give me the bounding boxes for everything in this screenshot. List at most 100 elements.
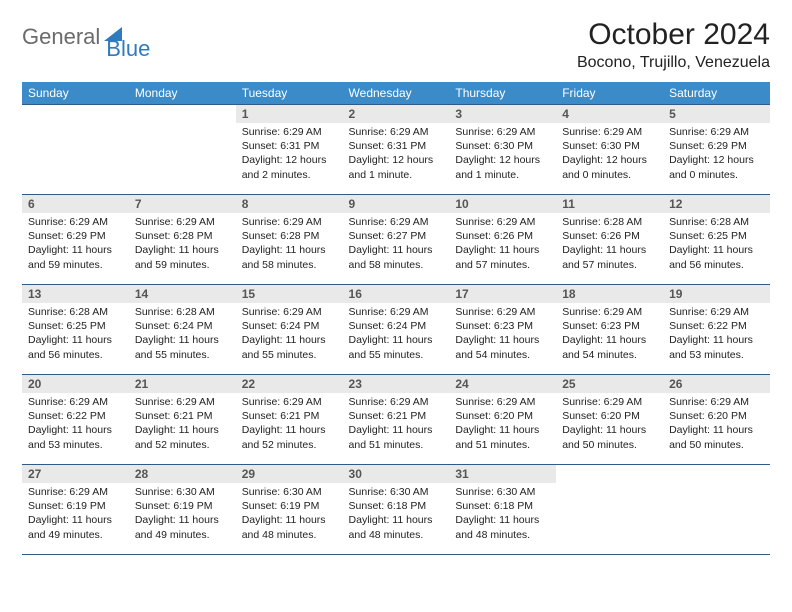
sunset-text: Sunset: 6:26 PM — [455, 229, 550, 243]
daylight-text: Daylight: 11 hours and 48 minutes. — [455, 513, 550, 541]
calendar-cell — [22, 105, 129, 195]
day-details: Sunrise: 6:30 AMSunset: 6:19 PMDaylight:… — [236, 483, 343, 546]
sunrise-text: Sunrise: 6:30 AM — [349, 485, 444, 499]
sunset-text: Sunset: 6:25 PM — [669, 229, 764, 243]
day-number: 30 — [343, 465, 450, 483]
sunset-text: Sunset: 6:18 PM — [455, 499, 550, 513]
daylight-text: Daylight: 11 hours and 59 minutes. — [28, 243, 123, 271]
sunset-text: Sunset: 6:24 PM — [242, 319, 337, 333]
daylight-text: Daylight: 11 hours and 53 minutes. — [669, 333, 764, 361]
sunset-text: Sunset: 6:24 PM — [349, 319, 444, 333]
logo: General Blue — [22, 24, 166, 50]
day-number: 4 — [556, 105, 663, 123]
daylight-text: Daylight: 11 hours and 50 minutes. — [669, 423, 764, 451]
sunrise-text: Sunrise: 6:29 AM — [242, 125, 337, 139]
sunrise-text: Sunrise: 6:29 AM — [135, 215, 230, 229]
day-number: 26 — [663, 375, 770, 393]
calendar-cell: 3Sunrise: 6:29 AMSunset: 6:30 PMDaylight… — [449, 105, 556, 195]
day-details: Sunrise: 6:29 AMSunset: 6:21 PMDaylight:… — [129, 393, 236, 456]
sunset-text: Sunset: 6:25 PM — [28, 319, 123, 333]
calendar-cell: 22Sunrise: 6:29 AMSunset: 6:21 PMDayligh… — [236, 375, 343, 465]
day-number: 27 — [22, 465, 129, 483]
sunset-text: Sunset: 6:20 PM — [562, 409, 657, 423]
dayhead-tuesday: Tuesday — [236, 82, 343, 105]
calendar-week-row: 6Sunrise: 6:29 AMSunset: 6:29 PMDaylight… — [22, 195, 770, 285]
calendar-cell: 29Sunrise: 6:30 AMSunset: 6:19 PMDayligh… — [236, 465, 343, 555]
day-details: Sunrise: 6:30 AMSunset: 6:18 PMDaylight:… — [343, 483, 450, 546]
sunrise-text: Sunrise: 6:29 AM — [349, 395, 444, 409]
daylight-text: Daylight: 12 hours and 0 minutes. — [669, 153, 764, 181]
sunset-text: Sunset: 6:19 PM — [135, 499, 230, 513]
day-details: Sunrise: 6:29 AMSunset: 6:31 PMDaylight:… — [343, 123, 450, 186]
day-number: 22 — [236, 375, 343, 393]
daylight-text: Daylight: 11 hours and 52 minutes. — [135, 423, 230, 451]
sunrise-text: Sunrise: 6:29 AM — [455, 125, 550, 139]
day-number: 23 — [343, 375, 450, 393]
sunset-text: Sunset: 6:28 PM — [242, 229, 337, 243]
calendar-week-row: 13Sunrise: 6:28 AMSunset: 6:25 PMDayligh… — [22, 285, 770, 375]
daylight-text: Daylight: 11 hours and 57 minutes. — [455, 243, 550, 271]
month-title: October 2024 — [577, 18, 770, 52]
sunrise-text: Sunrise: 6:29 AM — [242, 305, 337, 319]
day-number: 11 — [556, 195, 663, 213]
day-details: Sunrise: 6:29 AMSunset: 6:30 PMDaylight:… — [449, 123, 556, 186]
day-header-row: Sunday Monday Tuesday Wednesday Thursday… — [22, 82, 770, 105]
calendar-cell: 12Sunrise: 6:28 AMSunset: 6:25 PMDayligh… — [663, 195, 770, 285]
day-number: 25 — [556, 375, 663, 393]
daylight-text: Daylight: 12 hours and 1 minute. — [349, 153, 444, 181]
calendar-cell: 10Sunrise: 6:29 AMSunset: 6:26 PMDayligh… — [449, 195, 556, 285]
day-details: Sunrise: 6:29 AMSunset: 6:22 PMDaylight:… — [22, 393, 129, 456]
day-details: Sunrise: 6:29 AMSunset: 6:29 PMDaylight:… — [663, 123, 770, 186]
day-number: 20 — [22, 375, 129, 393]
calendar-page: General Blue October 2024 Bocono, Trujil… — [0, 0, 792, 573]
sunset-text: Sunset: 6:19 PM — [242, 499, 337, 513]
sunrise-text: Sunrise: 6:29 AM — [455, 395, 550, 409]
sunrise-text: Sunrise: 6:28 AM — [562, 215, 657, 229]
dayhead-sunday: Sunday — [22, 82, 129, 105]
day-details: Sunrise: 6:29 AMSunset: 6:21 PMDaylight:… — [343, 393, 450, 456]
calendar-cell: 27Sunrise: 6:29 AMSunset: 6:19 PMDayligh… — [22, 465, 129, 555]
logo-text-blue: Blue — [106, 36, 150, 62]
logo-text-general: General — [22, 24, 100, 50]
daylight-text: Daylight: 11 hours and 51 minutes. — [349, 423, 444, 451]
day-number: 21 — [129, 375, 236, 393]
sunset-text: Sunset: 6:18 PM — [349, 499, 444, 513]
sunset-text: Sunset: 6:22 PM — [669, 319, 764, 333]
sunset-text: Sunset: 6:21 PM — [242, 409, 337, 423]
sunset-text: Sunset: 6:19 PM — [28, 499, 123, 513]
day-number: 16 — [343, 285, 450, 303]
day-details: Sunrise: 6:28 AMSunset: 6:25 PMDaylight:… — [663, 213, 770, 276]
calendar-cell: 2Sunrise: 6:29 AMSunset: 6:31 PMDaylight… — [343, 105, 450, 195]
calendar-cell: 13Sunrise: 6:28 AMSunset: 6:25 PMDayligh… — [22, 285, 129, 375]
sunset-text: Sunset: 6:24 PM — [135, 319, 230, 333]
daylight-text: Daylight: 11 hours and 50 minutes. — [562, 423, 657, 451]
day-number: 6 — [22, 195, 129, 213]
sunset-text: Sunset: 6:20 PM — [455, 409, 550, 423]
day-number: 8 — [236, 195, 343, 213]
sunset-text: Sunset: 6:26 PM — [562, 229, 657, 243]
day-number: 18 — [556, 285, 663, 303]
dayhead-wednesday: Wednesday — [343, 82, 450, 105]
daylight-text: Daylight: 11 hours and 54 minutes. — [455, 333, 550, 361]
day-details: Sunrise: 6:29 AMSunset: 6:21 PMDaylight:… — [236, 393, 343, 456]
day-number: 5 — [663, 105, 770, 123]
sunrise-text: Sunrise: 6:29 AM — [349, 215, 444, 229]
sunrise-text: Sunrise: 6:29 AM — [562, 125, 657, 139]
daylight-text: Daylight: 11 hours and 58 minutes. — [242, 243, 337, 271]
day-details: Sunrise: 6:29 AMSunset: 6:20 PMDaylight:… — [449, 393, 556, 456]
day-details: Sunrise: 6:29 AMSunset: 6:20 PMDaylight:… — [556, 393, 663, 456]
title-block: October 2024 Bocono, Trujillo, Venezuela — [577, 18, 770, 72]
calendar-cell: 19Sunrise: 6:29 AMSunset: 6:22 PMDayligh… — [663, 285, 770, 375]
day-details: Sunrise: 6:29 AMSunset: 6:19 PMDaylight:… — [22, 483, 129, 546]
daylight-text: Daylight: 11 hours and 48 minutes. — [349, 513, 444, 541]
sunset-text: Sunset: 6:21 PM — [349, 409, 444, 423]
daylight-text: Daylight: 11 hours and 52 minutes. — [242, 423, 337, 451]
calendar-cell: 15Sunrise: 6:29 AMSunset: 6:24 PMDayligh… — [236, 285, 343, 375]
dayhead-thursday: Thursday — [449, 82, 556, 105]
sunrise-text: Sunrise: 6:29 AM — [562, 395, 657, 409]
calendar-cell: 17Sunrise: 6:29 AMSunset: 6:23 PMDayligh… — [449, 285, 556, 375]
calendar-cell: 30Sunrise: 6:30 AMSunset: 6:18 PMDayligh… — [343, 465, 450, 555]
day-details: Sunrise: 6:29 AMSunset: 6:20 PMDaylight:… — [663, 393, 770, 456]
sunrise-text: Sunrise: 6:29 AM — [28, 485, 123, 499]
daylight-text: Daylight: 11 hours and 57 minutes. — [562, 243, 657, 271]
